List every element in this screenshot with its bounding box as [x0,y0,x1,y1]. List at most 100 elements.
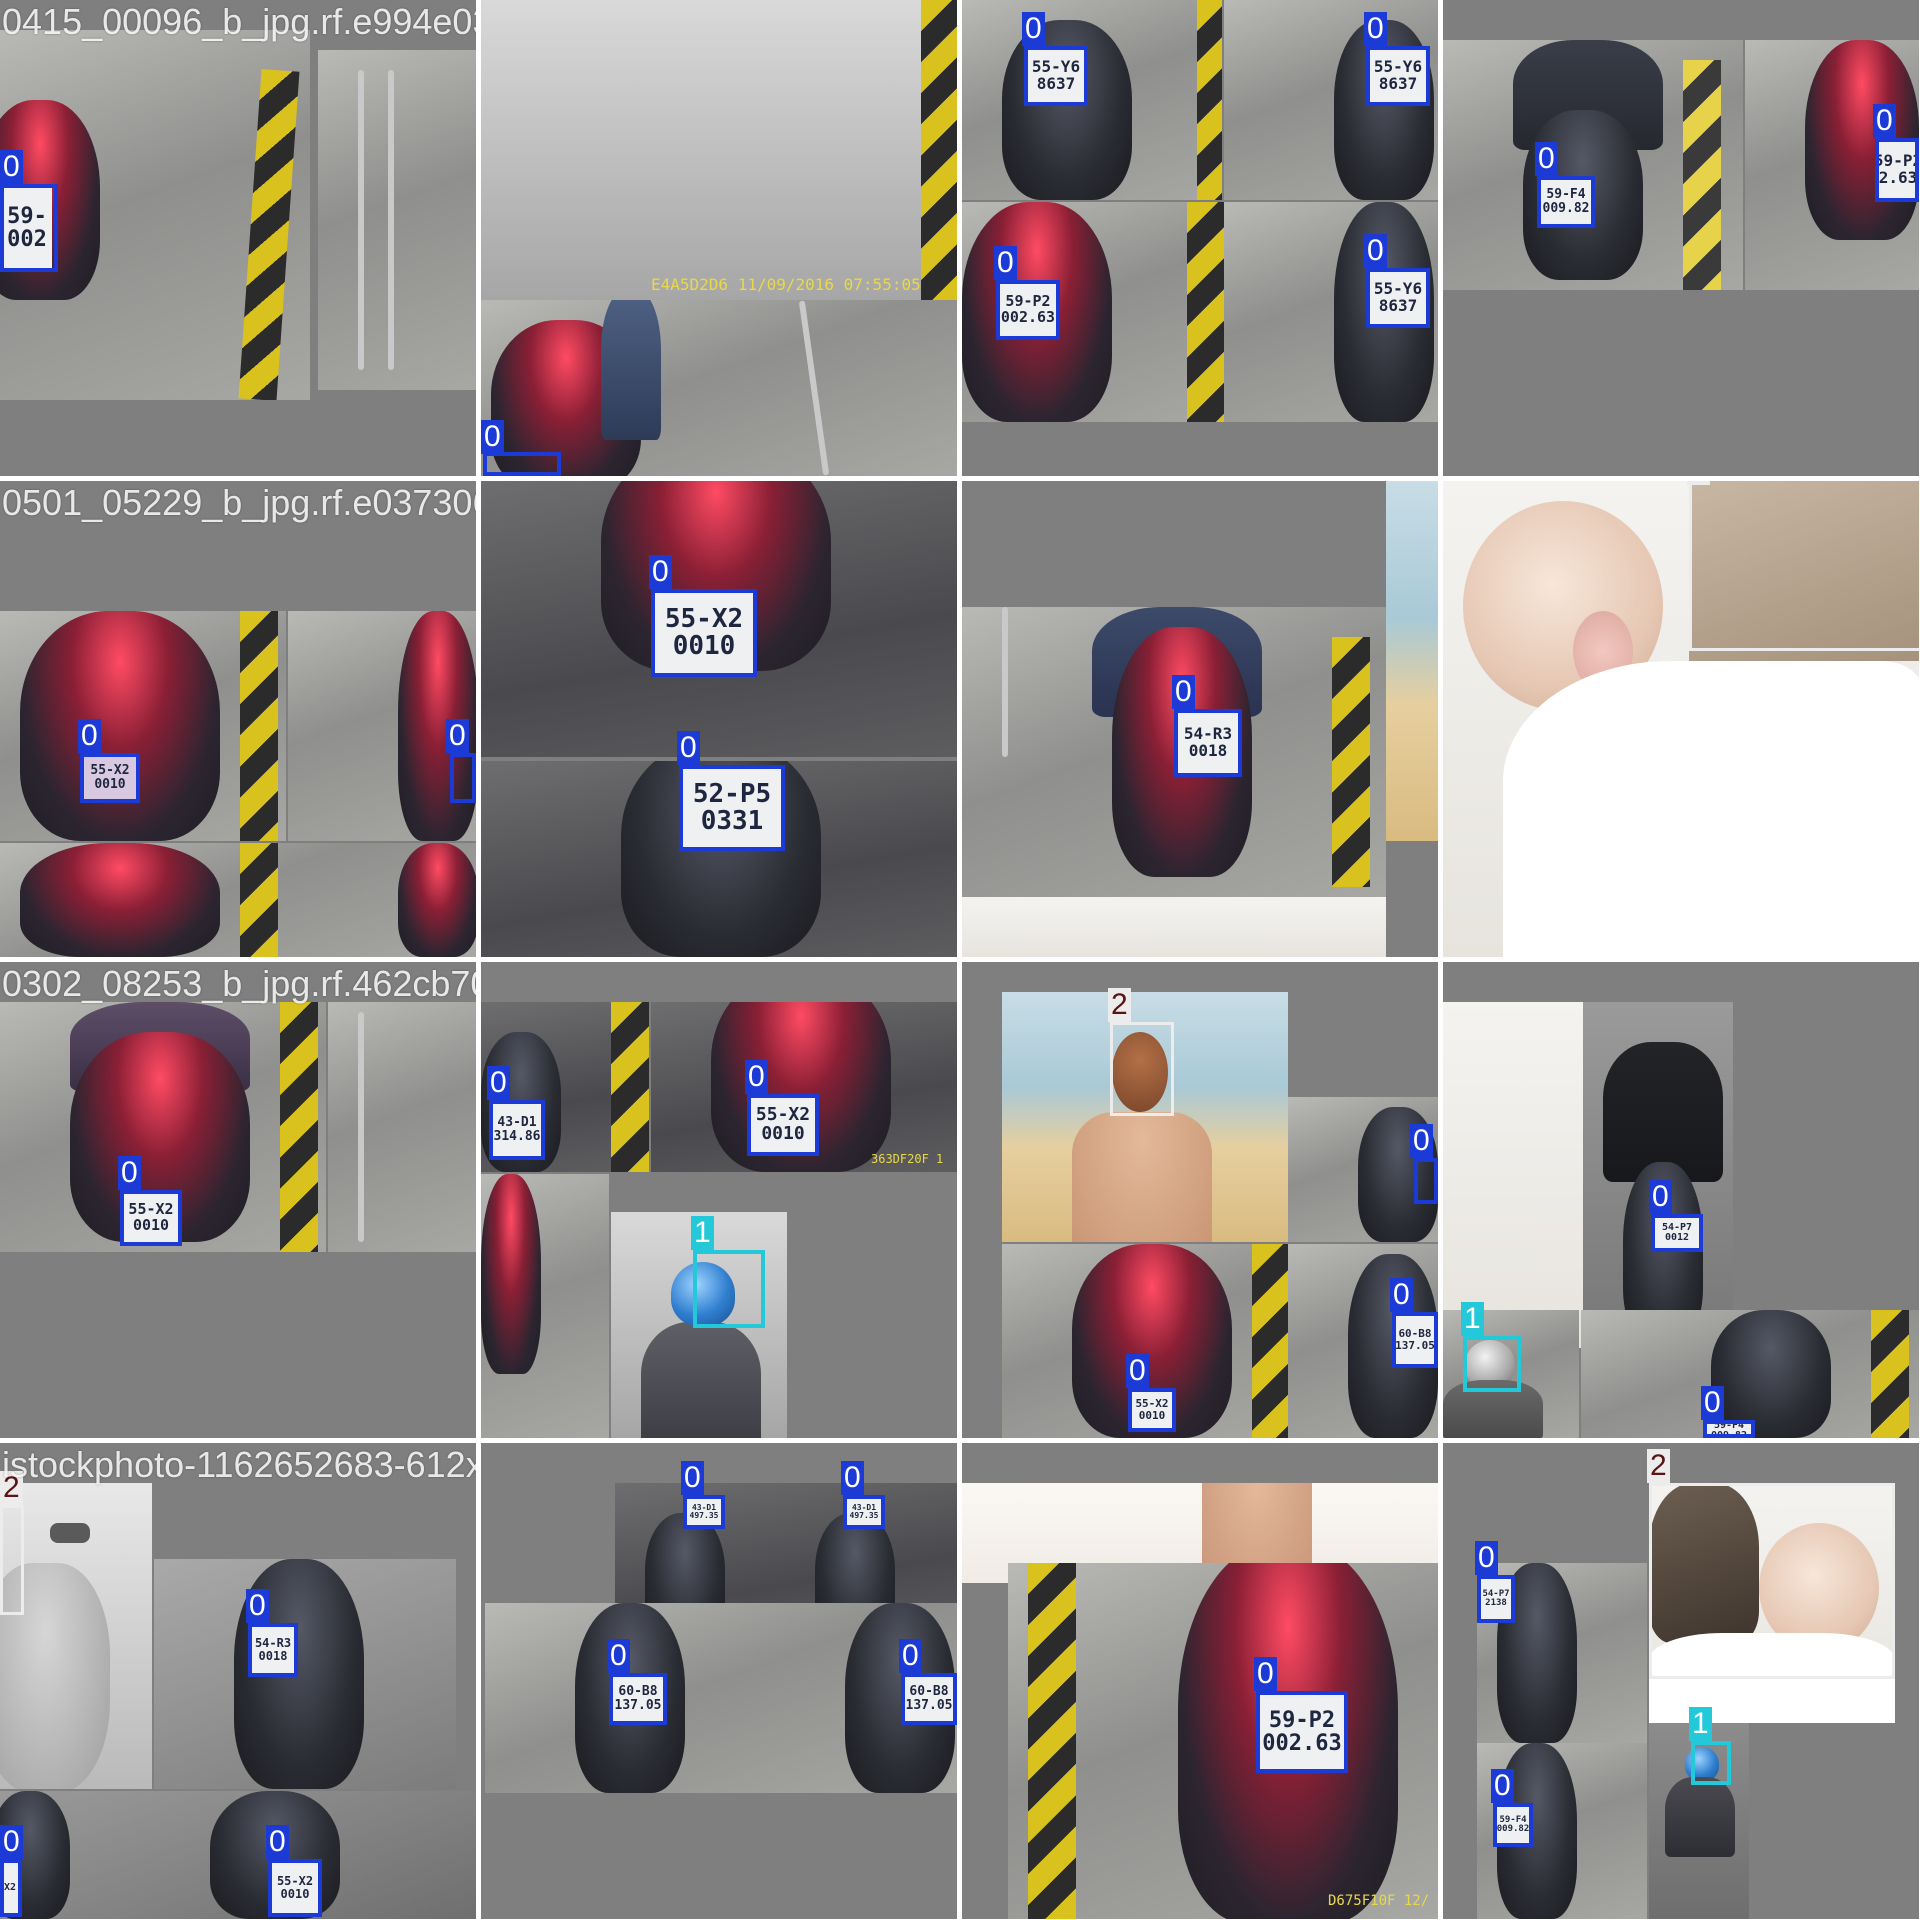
bbox-label: 0 [1491,1769,1514,1803]
bbox-class-0 [679,765,785,851]
motorbike [398,843,476,957]
license-plate: 54-P7 2138 [1481,1579,1511,1619]
bbox-label: 1 [1689,1707,1712,1741]
hazard-stripe [1683,60,1721,290]
bbox-class-0 [248,1623,298,1677]
bbox-class-0 [843,1495,885,1529]
tile-photo: D675F10F 12/ [1008,1563,1438,1919]
bbox-label: 1 [1461,1302,1484,1336]
motorbike [1711,1310,1831,1438]
tile-photo [481,300,957,476]
woman-back [1072,1112,1212,1242]
bbox-class-0 [1128,1388,1176,1432]
bbox-class-0 [683,1495,725,1529]
hazard-stripe [921,0,957,300]
bbox-class-0 [0,1859,22,1917]
bbox-label: 2 [1647,1449,1670,1483]
helmet [1685,1747,1719,1781]
adult-shoulder [1503,661,1919,957]
license-plate: 60-B8 137.05 [905,1677,953,1721]
bbox-class-0 [1651,1214,1703,1252]
hazard-stripe [240,611,278,841]
tile-photo [1583,1002,1733,1348]
motorbike [481,1174,541,1374]
bbox-label: 0 [649,555,672,589]
mosaic-tile-12: 54-P7 0012 0 1 59-F4 009.82 0 [1443,962,1919,1438]
tile-photo [328,1002,476,1252]
bbox-class-0 [901,1673,957,1725]
mosaic-tile-11: 2 0 55-X2 0010 0 60-B8 137.05 0 [962,962,1438,1438]
tile-photo [1002,992,1288,1242]
mosaic-tile-10: 363DF20F 1 43-D1 314.86 0 55-X2 0010 0 1 [481,962,957,1438]
bbox-label: 0 [481,420,504,454]
tile-photo [485,1603,957,1793]
license-plate: 54-R3 0018 [252,1627,294,1673]
bbox-label: 0 [246,1589,269,1623]
bbox-class-0 [1366,46,1430,106]
license-plate: 59-F4 009.82 [1497,1807,1529,1843]
mosaic-tile-16: 2 54-P7 2138 0 1 59-F4 009.82 0 [1443,1443,1919,1919]
bbox-label: 0 [78,719,101,753]
bbox-class-2 [1649,1483,1895,1679]
tile-photo [0,1483,152,1789]
mosaic-tile-15: D675F10F 12/ 59-P2 002.63 0 [962,1443,1438,1919]
dumbbell [50,1523,90,1543]
rider-back [1603,1042,1723,1182]
bbox-class-0 [651,589,757,677]
bbox-label: 0 [1022,12,1045,46]
image-filename: 0415_00096_b_jpg.rf.e994e0355755e87ab83f… [2,1,476,42]
bbox-label: 0 [1172,675,1195,709]
license-plate: 43-D1 497.35 [687,1499,721,1525]
license-plate: 55-X2 0010 [1132,1392,1172,1428]
hazard-stripe [1028,1563,1076,1919]
rider-legs [601,300,661,440]
bbox-label: 0 [1535,142,1558,176]
tile-photo [318,50,476,390]
mosaic-tile-9: 55-X2 0010 0 0302_08253_b_jpg.rf.462cb70… [0,962,476,1438]
tile-photo [1443,1002,1583,1348]
bbox-class-0 [450,753,476,803]
hazard-stripe [280,1002,318,1252]
bbox-label: 0 [899,1639,922,1673]
hazard-stripe [1187,202,1224,422]
license-plate: 55-X2 0010 [751,1098,815,1152]
bbox-class-0 [1703,1420,1755,1438]
bbox-label: 0 [1364,234,1387,268]
tile-photo [1386,481,1438,841]
woman-head [1112,1032,1168,1112]
license-plate: 59-P2 2.63 [1879,142,1917,198]
tile-photo [962,897,1386,957]
mosaic-tile-6: 55-X2 0010 0 52-P5 0331 0 [481,481,957,957]
hazard-stripe [1332,637,1370,887]
image-filename: 0302_08253_b_jpg.rf.462cb70227edd8ff5bb4… [2,963,476,1004]
bbox-class-1 [1463,1336,1521,1392]
tile-photo [962,607,1386,897]
license-plate: 59-P2 002.63 [1000,284,1056,336]
timestamp-overlay: 363DF20F 1 [871,1152,944,1166]
mosaic-tile-3: 55-Y6 8637 0 55-Y6 8637 0 59-P2 002.63 0… [962,0,1438,476]
license-plate: 55-Y6 8637 [1370,50,1426,102]
woman-back [0,1563,110,1789]
mosaic-tile-8: 2 [1443,481,1919,957]
bbox-class-0 [80,753,140,803]
bbox-class-0 [1174,709,1242,777]
railing [388,70,394,370]
bbox-class-0 [1256,1691,1348,1773]
mosaic-tile-1: 59- 002 0 0415_00096_b_jpg.rf.e994e03557… [0,0,476,476]
license-plate: 59- 002 [2,188,52,268]
bbox-label: 0 [1649,1180,1672,1214]
bbox-label: 2 [1108,988,1131,1022]
bbox-label: 0 [1410,1124,1433,1158]
tile-photo [154,1559,456,1789]
bbox-label: 2 [0,1471,23,1505]
tile-photo [0,1002,326,1252]
tile-photo [481,1174,609,1438]
tile-photo [1288,1097,1438,1242]
bbox-label: 0 [1390,1278,1413,1312]
tile-photo [1224,0,1438,200]
bbox-class-2 [0,1505,24,1615]
hazard-stripe [611,1002,649,1172]
tile-photo [1443,481,1919,957]
bbox-label: 0 [1873,104,1896,138]
bbox-class-2 [1689,481,1919,651]
